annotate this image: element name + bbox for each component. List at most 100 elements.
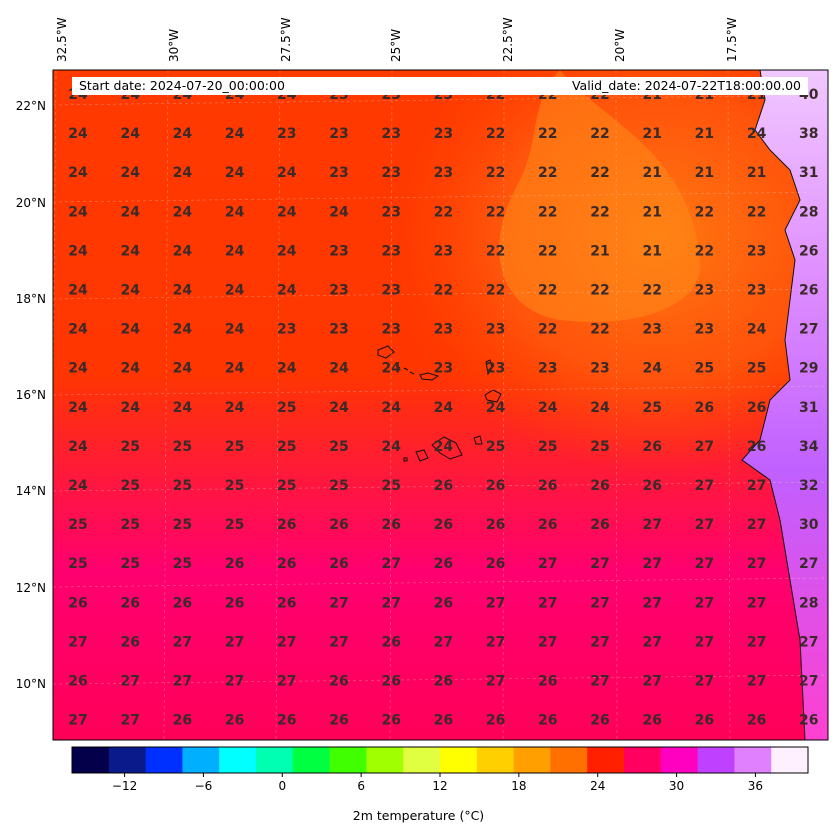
grid-value: 26 bbox=[434, 595, 453, 611]
grid-value: 25 bbox=[120, 556, 139, 572]
grid-value: 22 bbox=[538, 165, 557, 181]
grid-value: 27 bbox=[68, 634, 87, 650]
grid-value: 25 bbox=[120, 517, 139, 533]
grid-value: 23 bbox=[747, 243, 766, 259]
grid-value: 26 bbox=[799, 283, 818, 299]
grid-value: 27 bbox=[329, 634, 348, 650]
colorbar-tick-label: −6 bbox=[195, 779, 213, 793]
grid-value: 23 bbox=[329, 126, 348, 142]
colorbar-swatch bbox=[145, 747, 183, 773]
colorbar-label: 2m temperature (°C) bbox=[352, 808, 485, 823]
lat-label: 16°N bbox=[16, 388, 46, 402]
grid-value: 25 bbox=[173, 478, 192, 494]
grid-value: 26 bbox=[695, 400, 714, 416]
grid-value: 27 bbox=[486, 674, 505, 690]
grid-value: 30 bbox=[799, 517, 819, 533]
grid-value: 29 bbox=[799, 361, 818, 377]
grid-value: 24 bbox=[68, 439, 88, 455]
grid-value: 24 bbox=[747, 126, 767, 142]
grid-value: 22 bbox=[486, 204, 505, 220]
lat-label: 10°N bbox=[16, 677, 46, 691]
grid-value: 23 bbox=[277, 322, 296, 338]
grid-value: 27 bbox=[68, 713, 87, 729]
grid-value: 27 bbox=[120, 674, 139, 690]
colorbar-swatch bbox=[476, 747, 515, 773]
grid-value: 26 bbox=[747, 713, 766, 729]
grid-value: 22 bbox=[538, 283, 557, 299]
grid-value: 22 bbox=[695, 204, 714, 220]
grid-value: 24 bbox=[120, 322, 140, 338]
grid-value: 26 bbox=[277, 517, 296, 533]
grid-value: 23 bbox=[695, 283, 714, 299]
grid-value: 21 bbox=[642, 126, 661, 142]
valid-date-label: Valid_date: 2024-07-22T18:00:00.00 bbox=[571, 78, 801, 93]
grid-value: 27 bbox=[642, 595, 661, 611]
grid-value: 38 bbox=[799, 126, 818, 142]
grid-value: 22 bbox=[590, 126, 609, 142]
grid-value: 26 bbox=[434, 713, 453, 729]
grid-value: 26 bbox=[642, 713, 661, 729]
grid-value: 27 bbox=[381, 556, 400, 572]
grid-value: 27 bbox=[695, 634, 714, 650]
grid-value: 24 bbox=[225, 361, 245, 377]
grid-value: 26 bbox=[173, 595, 192, 611]
grid-value: 26 bbox=[642, 439, 661, 455]
grid-value: 22 bbox=[486, 243, 505, 259]
grid-value: 24 bbox=[120, 126, 140, 142]
grid-value: 24 bbox=[225, 322, 245, 338]
grid-value: 26 bbox=[590, 478, 609, 494]
grid-value: 22 bbox=[747, 204, 766, 220]
grid-value: 26 bbox=[68, 674, 87, 690]
grid-value: 24 bbox=[486, 400, 506, 416]
grid-value: 25 bbox=[329, 478, 348, 494]
lat-label: 14°N bbox=[16, 484, 46, 498]
grid-value: 23 bbox=[747, 283, 766, 299]
grid-value: 25 bbox=[68, 517, 87, 533]
grid-value: 27 bbox=[799, 322, 818, 338]
grid-value: 26 bbox=[486, 713, 505, 729]
grid-value: 27 bbox=[642, 634, 661, 650]
grid-value: 27 bbox=[799, 674, 818, 690]
grid-value: 24 bbox=[434, 400, 454, 416]
grid-value: 24 bbox=[277, 283, 297, 299]
grid-value: 23 bbox=[434, 165, 453, 181]
grid-value: 25 bbox=[277, 478, 296, 494]
grid-value: 22 bbox=[695, 243, 714, 259]
grid-value: 27 bbox=[590, 674, 609, 690]
grid-value: 23 bbox=[434, 361, 453, 377]
grid-value: 26 bbox=[329, 517, 348, 533]
colorbar-swatch bbox=[513, 747, 551, 773]
grid-value: 31 bbox=[799, 165, 818, 181]
grid-value: 26 bbox=[277, 556, 296, 572]
colorbar-swatch bbox=[292, 747, 331, 773]
grid-value: 25 bbox=[381, 478, 400, 494]
grid-value: 26 bbox=[329, 556, 348, 572]
grid-value: 23 bbox=[434, 126, 453, 142]
grid-value: 26 bbox=[329, 713, 348, 729]
lat-label: 22°N bbox=[16, 99, 46, 113]
grid-value: 27 bbox=[277, 634, 296, 650]
grid-value: 24 bbox=[173, 165, 193, 181]
grid-value: 25 bbox=[277, 439, 296, 455]
grid-value: 25 bbox=[173, 556, 192, 572]
grid-value: 26 bbox=[381, 674, 400, 690]
grid-value: 26 bbox=[799, 713, 818, 729]
grid-value: 24 bbox=[329, 361, 349, 377]
grid-value: 24 bbox=[381, 400, 401, 416]
lon-label: 25°W bbox=[389, 29, 403, 62]
grid-value: 21 bbox=[642, 243, 661, 259]
colorbar-swatch bbox=[697, 747, 735, 773]
grid-value: 22 bbox=[538, 126, 557, 142]
grid-value: 26 bbox=[486, 478, 505, 494]
grid-value: 27 bbox=[120, 713, 139, 729]
grid-value: 26 bbox=[590, 517, 609, 533]
grid-value: 26 bbox=[173, 713, 192, 729]
colorbar-tick-label: 18 bbox=[511, 779, 526, 793]
grid-value: 26 bbox=[434, 517, 453, 533]
grid-value: 26 bbox=[434, 478, 453, 494]
grid-value: 26 bbox=[695, 713, 714, 729]
grid-value: 27 bbox=[695, 517, 714, 533]
grid-value: 27 bbox=[747, 517, 766, 533]
grid-value: 27 bbox=[538, 595, 557, 611]
grid-value: 23 bbox=[329, 165, 348, 181]
